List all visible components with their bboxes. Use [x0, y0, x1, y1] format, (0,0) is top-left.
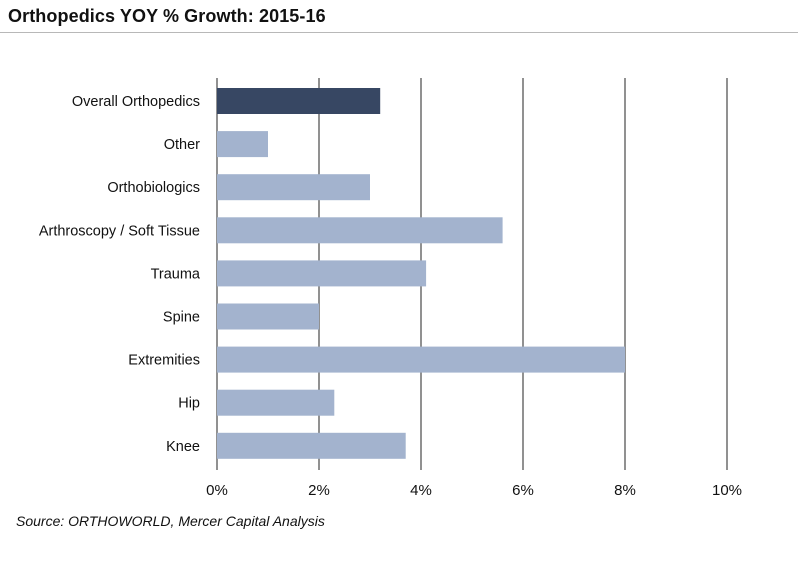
category-label-1: Other — [164, 137, 200, 153]
category-label-0: Overall Orthopedics — [72, 94, 200, 110]
x-tick-label-2: 4% — [410, 482, 432, 499]
title-divider — [0, 32, 798, 33]
x-tick-label-3: 6% — [512, 482, 534, 499]
bar-5 — [217, 303, 319, 330]
x-tick-label-4: 8% — [614, 482, 636, 499]
bar-7 — [217, 389, 335, 416]
bar-3 — [217, 217, 503, 244]
bar-0 — [217, 88, 381, 114]
category-label-6: Extremities — [128, 353, 200, 369]
bar-2 — [217, 174, 370, 201]
category-label-8: Knee — [166, 439, 200, 455]
category-label-7: Hip — [178, 396, 200, 412]
x-tick-label-1: 2% — [308, 482, 330, 499]
bar-4 — [217, 260, 427, 287]
bar-8 — [217, 432, 406, 459]
bar-6 — [217, 346, 625, 373]
chart-title: Orthopedics YOY % Growth: 2015-16 — [8, 6, 326, 26]
category-label-4: Trauma — [151, 266, 201, 282]
x-tick-labels: 0% 2% 4% 6% 8% 10% — [206, 482, 742, 499]
source-note: Source: ORTHOWORLD, Mercer Capital Analy… — [16, 513, 325, 529]
x-tick-label-0: 0% — [206, 482, 228, 499]
category-label-3: Arthroscopy / Soft Tissue — [39, 223, 200, 239]
category-label-5: Spine — [163, 310, 200, 326]
bars — [217, 88, 625, 459]
category-labels: Overall Orthopedics Other Orthobiologics Ar… — [39, 94, 201, 455]
category-label-2: Orthobiologics — [107, 180, 200, 196]
bar-1 — [217, 131, 268, 158]
x-tick-label-5: 10% — [712, 482, 742, 499]
